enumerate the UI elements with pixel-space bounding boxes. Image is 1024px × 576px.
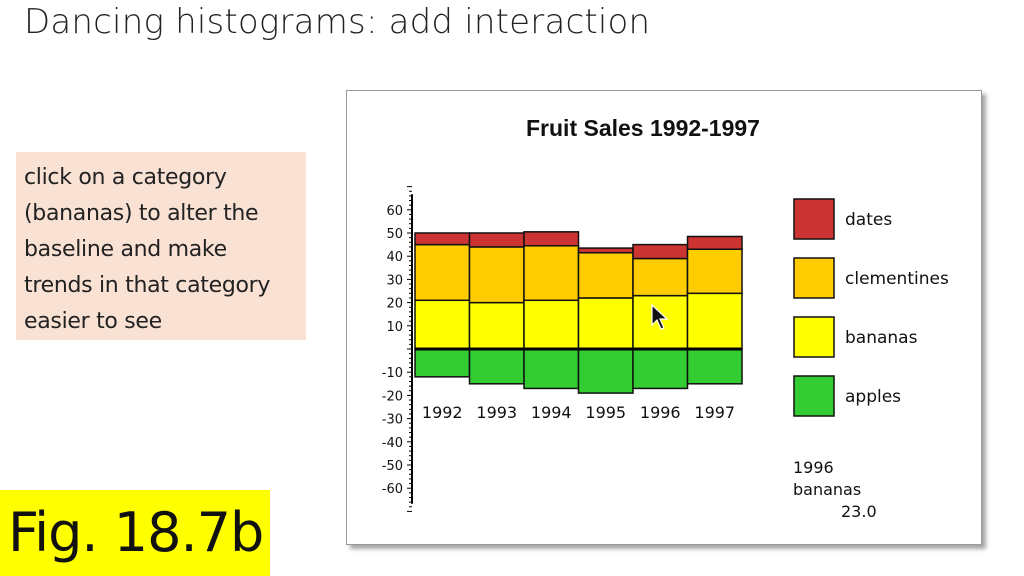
readout-category: bananas — [793, 480, 861, 499]
slide-title: Dancing histograms: add interaction — [24, 2, 651, 42]
bar-bananas — [523, 299, 580, 350]
bar-apples — [686, 348, 743, 385]
y-tick-label: -60 — [382, 482, 403, 497]
y-tick-label: 60 — [386, 204, 403, 219]
year-label: 1997 — [694, 403, 735, 422]
bar-dates — [632, 243, 689, 260]
legend-swatch-dates — [793, 198, 835, 240]
note-line: easier to see — [24, 309, 162, 334]
bar-apples — [414, 348, 471, 378]
bar-bananas — [468, 301, 525, 350]
bar-apples — [577, 348, 634, 394]
chart-window: Fruit Sales 1992-1997 60 50 40 30 20 10 -10 -20… — [346, 90, 982, 545]
bar-dates — [414, 232, 471, 246]
note-line: click on a category — [24, 165, 227, 190]
y-tick-label: -10 — [382, 366, 403, 381]
year-label: 1993 — [476, 403, 517, 422]
bar-clementines — [577, 251, 634, 299]
bar-clementines — [686, 248, 743, 295]
year-label: 1995 — [585, 403, 626, 422]
bar-clementines — [632, 257, 689, 297]
y-tick-label: 20 — [386, 297, 403, 312]
year-label: 1996 — [640, 403, 681, 422]
legend-label-dates: dates — [845, 210, 892, 230]
legend-swatch-clementines — [793, 257, 835, 299]
note-line: trends in that category — [24, 273, 271, 298]
bar-bananas — [577, 297, 634, 350]
note-line: (bananas) to alter the — [24, 201, 259, 226]
bar-dates — [468, 232, 525, 248]
bar-apples — [523, 348, 580, 390]
legend-swatch-apples — [793, 375, 835, 417]
bar-dates — [577, 247, 634, 254]
y-tick-label: -40 — [382, 436, 403, 451]
bar-apples — [632, 348, 689, 390]
y-tick-label: -50 — [382, 459, 403, 474]
legend-swatch-bananas — [793, 316, 835, 358]
arrow-cursor-icon — [651, 303, 669, 330]
readout-year: 1996 — [793, 458, 834, 477]
year-label: 1994 — [531, 403, 572, 422]
readout-value: 23.0 — [841, 502, 877, 521]
legend-label-bananas: bananas — [845, 328, 918, 348]
bar-clementines — [414, 243, 471, 302]
chart-title: Fruit Sales 1992-1997 — [526, 115, 760, 141]
bar-clementines — [468, 246, 525, 304]
y-tick-label: 10 — [386, 320, 403, 335]
fruit-sales-chart: Fruit Sales 1992-1997 60 50 40 30 20 10 -10 -20… — [382, 115, 949, 521]
bar-dates — [686, 235, 743, 250]
y-tick-label: 30 — [386, 273, 403, 288]
bar-clementines — [523, 245, 580, 302]
year-label: 1992 — [422, 403, 463, 422]
bar-bananas — [686, 292, 743, 350]
note-line: baseline and make — [24, 237, 227, 262]
y-tick-label: -20 — [382, 389, 403, 404]
bar-dates — [523, 231, 580, 247]
bar-apples — [468, 348, 525, 385]
figure-label: Fig. 18.7b — [0, 490, 270, 576]
y-tick-label: 50 — [386, 227, 403, 242]
legend-label-apples: apples — [845, 387, 901, 407]
y-tick-label: 40 — [386, 250, 403, 265]
legend-label-clementines: clementines — [845, 269, 949, 289]
note-box: click on a category (bananas) to alter t… — [16, 152, 306, 340]
y-tick-label: -30 — [382, 413, 403, 428]
bar-bananas — [414, 299, 471, 350]
